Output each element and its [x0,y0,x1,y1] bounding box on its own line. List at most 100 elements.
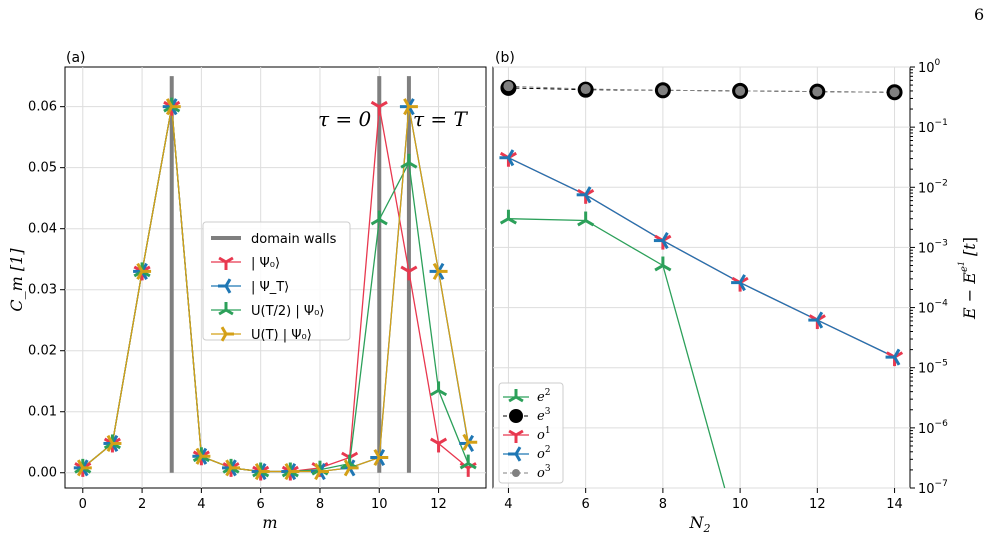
legend-marker-0 [218,256,234,270]
series-3-point [165,98,181,116]
series-3-point-arm [373,448,381,459]
x-tick-label: 8 [316,497,324,512]
series-0-point-arm [437,437,448,445]
series-0-point [654,256,672,272]
series-3-point [76,459,92,477]
series-3-point-arm [225,467,233,477]
series-2-point-arm [370,218,381,226]
panel-a: (a) 0 2 4 6 8 10 12 0.000.010.020.030.040.050.… [7,50,487,532]
series-3-point-arm [106,442,114,452]
series-3-point [195,447,211,465]
series-3-point-arm [893,356,901,366]
series-3-point-arm [136,270,144,280]
legend-domain-walls-label: domain walls [251,232,337,247]
series-2-point-arm [430,389,440,397]
x-tick-label: 4 [504,497,512,512]
panel-a-x-ticks: 0 2 4 6 8 10 12 [79,488,447,512]
legend-marker-0-arm [218,256,227,264]
series-3-point-arm [661,232,669,242]
x-tick-label: 8 [659,497,667,512]
y-tick-label: 0.01 [28,405,57,420]
series-3-point-arm [507,156,515,167]
x-tick-label: 4 [197,497,205,512]
series-3-point-arm [584,186,592,196]
series-3-point-arm [462,441,470,451]
y-tick-exponent: −4 [935,299,949,309]
series-3-point-arm [284,462,292,473]
series-0-point-arm [499,217,510,225]
series-3-point [373,448,389,467]
series-3-point [462,433,478,451]
x-tick-label: 6 [582,497,590,512]
panel-b-series-lines [508,85,895,489]
series-3-point-arm [373,456,381,467]
panel-a-y-ticks: 0.00 0.01 0.02 0.03 0.04 0.05 0.06 [28,100,65,481]
series-2-point [459,454,477,470]
series-3-point-arm [403,98,411,108]
legend-marker-2 [508,429,524,443]
legend-marker-0 [508,389,524,403]
series-3-point [136,262,152,280]
legend-marker-0-arm [225,256,234,264]
series-3-point [106,434,122,452]
series-3-point [576,186,592,204]
y-tick-label: 10−1 [918,118,948,136]
series-2-point-arm [378,218,388,226]
series-0-point [577,211,595,227]
series-4-point [503,81,514,92]
series-3-point-arm [507,149,515,159]
y-tick-label: 0.00 [28,466,57,481]
series-2-point [400,153,418,169]
series-0-point-arm [400,265,410,273]
series-3-point-arm [314,470,322,481]
series-4-point [580,84,591,95]
series-3-point [254,462,270,481]
x-tick-label: 0 [79,497,87,512]
series-0-point-arm [507,217,517,225]
legend-marker-1 [218,278,232,294]
legend-marker-1-arm [224,285,232,294]
panel-b-legend-box [498,382,564,484]
y-tick-exponent: −2 [935,178,948,188]
x-tick-label: 10 [732,497,749,512]
series-0-point [499,209,517,225]
series-3-point [225,459,241,477]
series-0-point-arm [577,219,587,227]
series-4-point [889,87,900,98]
legend-marker-2 [218,302,234,316]
series-3-point-arm [106,434,114,445]
panel-b: (b) 4 6 8 10 12 14 10−710−610−510−410−310−210… [492,50,979,535]
series-line-4 [508,85,895,93]
series-3-point-arm [76,467,85,477]
y-tick-exponent: −3 [935,238,948,248]
legend-marker-3-arm [220,333,228,342]
series-3-point-arm [893,348,901,358]
legend-marker-3 [220,326,234,342]
x-tick-label: 14 [886,497,903,512]
series-3-point-arm [165,105,174,116]
series-0-point-arm [430,437,440,445]
series-3-point-arm [661,239,669,250]
y-tick-exponent: −1 [935,118,948,128]
y-tick-label: 0.03 [28,283,57,298]
series-3-point-arm [432,262,440,273]
panel-a-frame [64,66,487,489]
series-2-point [430,381,448,397]
series-line-1 [508,87,895,93]
y-tick-label: 10−4 [918,299,948,317]
series-3-point [731,274,746,292]
series-3-point-arm [165,98,174,108]
x-tick-label: 6 [257,497,265,512]
legend-label-sup: 3 [545,407,551,417]
series-3-point-arm [738,274,746,284]
x-tick-label: 12 [430,497,447,512]
series-0-point-arm [408,265,418,273]
y-tick-label: 10−6 [918,419,948,437]
page-number: 6 [974,5,984,24]
y-tick-label: 10−5 [918,359,948,377]
legend-label-sup: 2 [545,445,551,455]
panel-a-x-label: m [262,513,277,532]
panel-b-y-ticks: 10−7 10−6 10−5 10−4 10−3 10−2 10−1 100 [910,58,948,497]
panel-b-markers [499,79,904,367]
series-0-point-arm [378,100,388,108]
